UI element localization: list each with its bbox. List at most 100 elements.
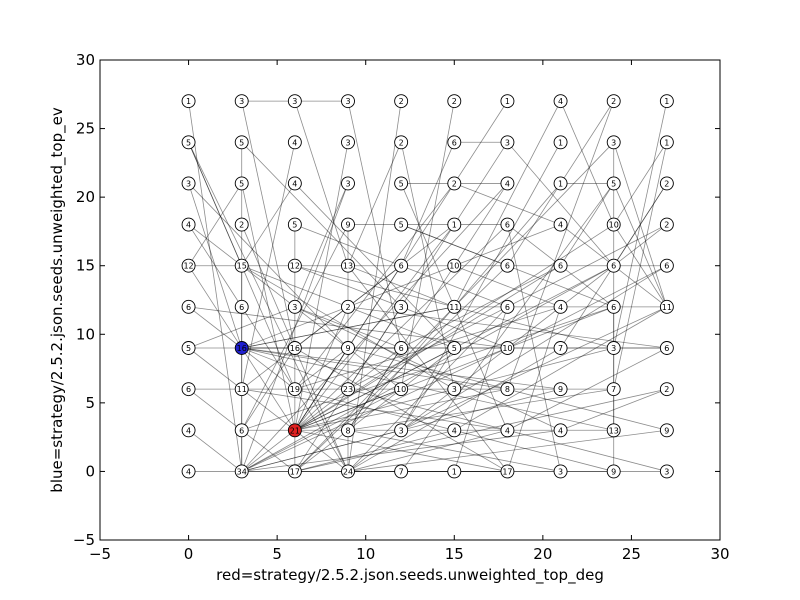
graph-edge [507,224,561,472]
graph-edge [347,429,561,472]
graph-node: 5 [606,176,621,191]
node-label: 3 [292,97,297,106]
graph-edge [241,265,402,390]
node-marker [500,176,515,191]
node-marker [287,423,302,438]
graph-node: 7 [394,464,409,479]
node-marker [394,176,409,191]
graph-node: 3 [606,341,621,355]
graph-edge [241,306,455,349]
node-marker [447,217,462,232]
graph-node: 3 [500,135,515,150]
node-marker [341,341,355,355]
node-label: 6 [664,344,669,353]
graph-node: 4 [181,464,196,479]
node-label: 5 [239,179,244,188]
graph-node: 5 [234,135,249,150]
node-marker [394,258,409,273]
node-label: 12 [290,262,300,271]
graph-node: 3 [447,382,462,397]
graph-node: 10 [500,341,515,355]
node-label: 3 [558,467,563,476]
graph-edge [241,265,349,308]
graph-node: 5 [394,217,409,232]
graph-node: 6 [500,217,515,232]
node-marker [659,382,674,397]
graph-node: 4 [500,423,515,438]
graph-node: 4 [553,423,568,438]
node-label: 34 [237,467,247,476]
graph-edge [188,306,296,349]
x-tick-label: 5 [272,545,282,563]
graph-edge [347,429,508,472]
node-marker [181,341,196,355]
node-marker [553,382,568,397]
node-marker [287,135,302,150]
node-marker [553,341,568,355]
node-label: 10 [609,221,619,230]
node-marker [500,94,515,109]
node-label: 7 [611,385,616,394]
node-marker [287,464,302,479]
node-label: 9 [345,221,350,230]
graph-node: 2 [447,176,462,191]
node-label: 3 [399,303,404,312]
graph-node: 7 [606,382,621,397]
node-marker [181,423,196,438]
graph-edge [241,306,614,431]
node-marker [447,176,462,191]
graph-edge [294,388,508,431]
graph-edge [507,101,615,390]
graph-edge [613,183,668,266]
graph-edge [347,265,508,472]
node-label: 1 [186,97,191,106]
graph-node: 5 [181,135,196,150]
graph-node: 3 [287,299,302,314]
graph-edge [507,142,615,266]
node-marker [287,341,302,355]
graph-edge [294,265,508,472]
node-label: 6 [239,303,244,312]
node-marker [659,341,674,355]
graph-edge [613,142,668,390]
x-tick-label: 20 [533,545,552,563]
edge-layer [188,100,668,472]
graph-node: 1 [447,217,462,232]
graph-edge [400,142,455,266]
node-layer: 1 3 3 3 2 2 1 4 2 15 5 4 3 2 6 3 1 3 13 5 4 3 5 2 4 1 5 24 2 5 9 5 1 6 4 10… [181,94,674,479]
node-label: 17 [290,467,300,476]
node-label: 1 [505,97,510,106]
x-tick-label: 15 [445,545,464,563]
graph-node: 12 [287,258,302,273]
node-marker [181,258,196,273]
graph-node: 3 [553,464,568,479]
node-marker [659,135,674,150]
node-label: 3 [611,138,616,147]
graph-node: 3 [341,135,355,150]
node-label: 4 [186,426,191,435]
graph-edge [188,142,243,266]
node-label: 19 [290,385,300,394]
graph-edge [294,142,349,431]
node-label: 4 [505,426,510,435]
graph-edge [400,347,455,431]
node-label: 4 [452,426,457,435]
graph-edge [560,100,615,225]
node-label: 11 [449,303,459,312]
node-marker [287,299,302,314]
graph-node: 1 [659,94,674,109]
graph-edge [347,101,402,472]
graph-node: 3 [287,94,302,109]
graph-edge [241,429,402,472]
node-marker [553,258,568,273]
graph-edge [294,347,349,431]
graph-edge [188,101,243,472]
node-label: 2 [452,97,457,106]
graph-node: 2 [394,94,409,109]
graph-node: 6 [500,258,515,273]
node-label: 6 [186,303,191,312]
graph-edge [294,347,455,431]
graph-node: 13 [606,423,621,438]
node-label: 4 [292,138,297,147]
node-label: 3 [452,385,457,394]
